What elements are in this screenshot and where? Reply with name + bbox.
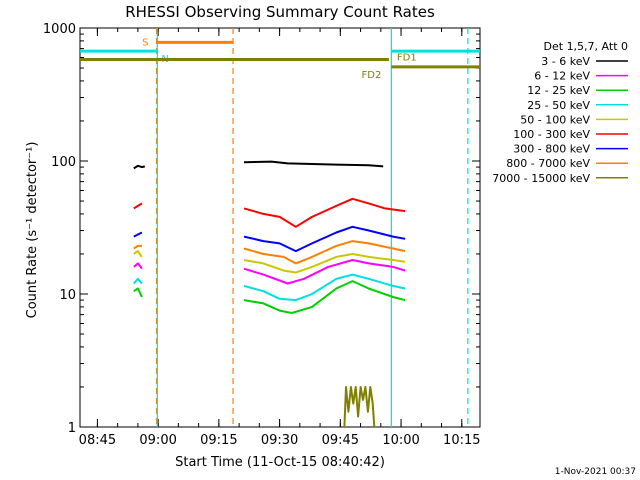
annotation-label: FD1 <box>397 52 417 63</box>
x-tick-label: 09:45 <box>322 433 359 448</box>
y-axis-label: Count Rate (s⁻¹ detector⁻¹) <box>25 142 40 319</box>
series-line <box>243 197 406 228</box>
series-line <box>243 253 406 274</box>
x-tick-label: 08:45 <box>79 433 116 448</box>
legend-label: 12 - 25 keV <box>527 84 590 97</box>
legend-label: 6 - 12 keV <box>534 70 590 83</box>
legend-label: 100 - 300 keV <box>513 128 590 141</box>
x-tick-label: 09:00 <box>139 433 176 448</box>
series-line <box>133 262 143 270</box>
annotation-label: S <box>142 37 148 48</box>
legend-label: 25 - 50 keV <box>527 99 590 112</box>
legend-title: Det 1,5,7, Att 0 <box>544 40 628 53</box>
x-axis-label: Start Time (11-Oct-15 08:40:42) <box>175 455 385 470</box>
x-tick-label: 09:15 <box>200 433 237 448</box>
legend-label: 7000 - 15000 keV <box>492 172 590 185</box>
series-line <box>133 244 142 250</box>
plot-frame <box>79 27 481 428</box>
y-tick-label: 10 <box>59 288 76 303</box>
annotation-label: FD2 <box>362 70 382 81</box>
series-line <box>133 164 146 170</box>
series-line <box>133 231 143 238</box>
x-tick-label: 09:30 <box>261 433 298 448</box>
series-line <box>133 202 143 210</box>
series-line <box>243 225 406 253</box>
series-line <box>243 240 406 265</box>
series-line <box>243 273 406 302</box>
y-tick-label: 1 <box>68 421 76 436</box>
series-line <box>243 280 406 314</box>
series-line <box>243 160 384 168</box>
x-tick-label: 10:00 <box>382 433 419 448</box>
y-tick-label: 1000 <box>43 22 76 37</box>
series-line <box>133 277 143 285</box>
legend-label: 300 - 800 keV <box>513 143 590 156</box>
legend-label: 50 - 100 keV <box>520 113 590 126</box>
series-line <box>343 386 376 428</box>
legend-label: 800 - 7000 keV <box>506 157 590 170</box>
y-tick-label: 100 <box>51 155 76 170</box>
chart-title: RHESSI Observing Summary Count Rates <box>125 3 435 21</box>
series-line <box>133 287 143 298</box>
legend-label: 3 - 6 keV <box>541 55 590 68</box>
series-line <box>243 259 406 285</box>
x-tick-label: 10:15 <box>443 433 480 448</box>
series-line <box>133 250 143 258</box>
footer-timestamp: 1-Nov-2021 00:37 <box>555 467 636 477</box>
